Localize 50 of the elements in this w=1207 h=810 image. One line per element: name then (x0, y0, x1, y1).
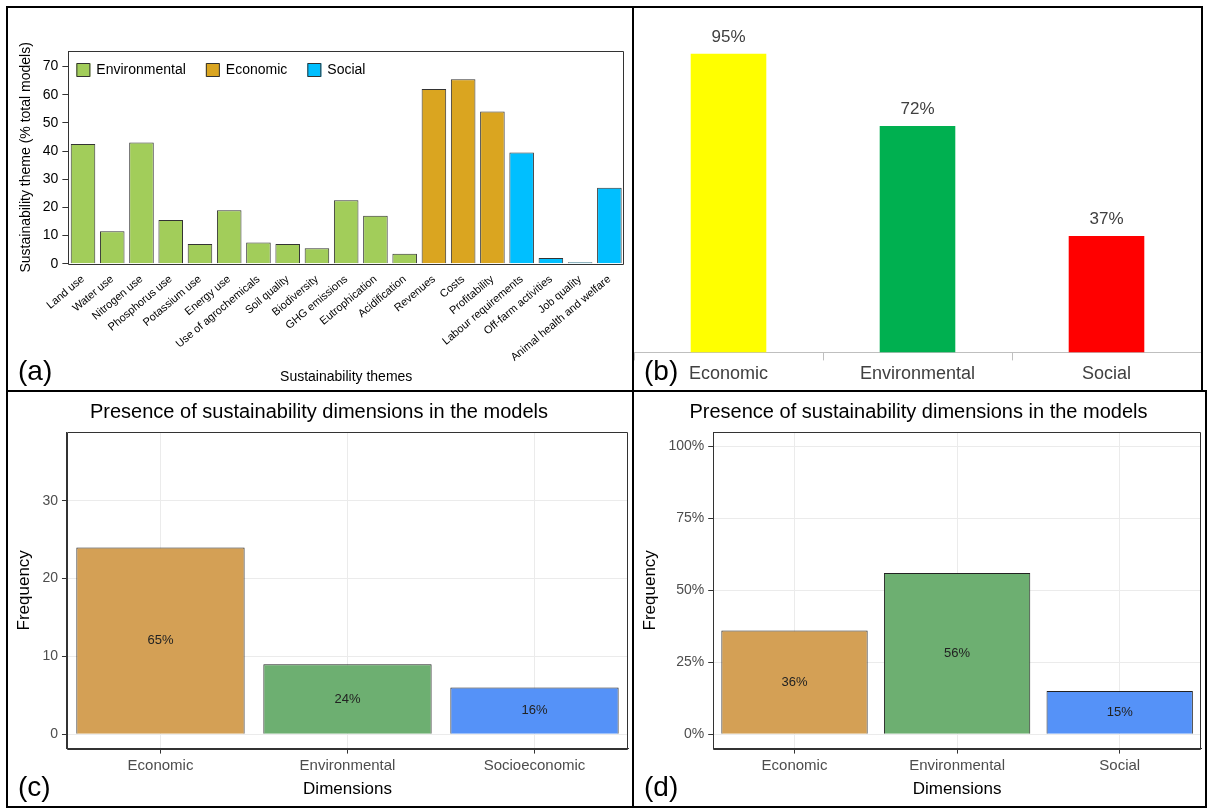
data-label: 37% (1089, 209, 1124, 229)
y-tick-label: 60 (42, 85, 59, 102)
y-tick-label: 30 (42, 491, 59, 508)
data-label: 15% (1106, 703, 1134, 719)
y-tick-label: 10 (42, 226, 59, 243)
x-tick-label: Economic (127, 755, 194, 773)
y-tick-label: 40 (42, 141, 59, 158)
y-tick-label: 0 (50, 254, 59, 271)
x-tick-label: Socioeconomic (483, 755, 586, 773)
legend-label: Environmental (96, 60, 186, 77)
legend-label: Economic (225, 60, 288, 77)
annotation: 65% (147, 632, 174, 648)
text: (a) (18, 354, 53, 386)
data-label: 36% (781, 673, 808, 689)
x-tick-label: Environmental (909, 755, 1006, 773)
y-tick-label: 20 (42, 569, 59, 586)
annotation: 16% (521, 702, 548, 718)
x-tick-label: Social (1099, 755, 1141, 773)
y-tick-label: 10 (42, 647, 59, 664)
y-tick-label: 70 (42, 57, 59, 74)
x-tick-label: Social (1081, 363, 1132, 384)
y-axis-title: Frequency (13, 549, 33, 631)
y-tick-label: 30 (42, 170, 59, 187)
y-tick-label: 50% (676, 581, 705, 598)
x-tick-label: Environmental (299, 755, 396, 773)
y-tick-label: 75% (676, 509, 705, 526)
text: (c) (18, 770, 51, 802)
x-tick-label: Environmental (859, 363, 976, 384)
y-tick-label: 0 (50, 725, 59, 742)
y-tick-label: 25% (676, 653, 705, 670)
x-tick-label: Economic (761, 755, 828, 773)
x-axis-title: Dimensions (303, 779, 392, 799)
y-axis-title: Sustainability theme (% total models) (17, 42, 34, 273)
chart-title: Presence of sustainability dimensions in the models (689, 399, 1148, 422)
text: (b) (644, 354, 679, 386)
data-label: 56% (944, 644, 971, 660)
y-tick-label: 100% (668, 437, 705, 454)
x-tick-label: Economic (688, 363, 769, 384)
legend-label: Social (327, 60, 366, 77)
x-axis-title: Sustainability themes (280, 368, 413, 385)
chart-title: Presence of sustainability dimensions in the models (89, 399, 549, 422)
text: (d) (644, 770, 679, 802)
y-axis-title: Frequency (639, 549, 659, 631)
y-tick-label: 0% (683, 725, 705, 742)
y-tick-label: 20 (42, 198, 59, 215)
y-tick-label: 50 (42, 113, 59, 130)
data-label: 72% (900, 99, 935, 119)
data-label: 95% (711, 26, 746, 46)
x-axis-title: Dimensions (912, 779, 1002, 799)
annotation: 24% (334, 690, 361, 706)
